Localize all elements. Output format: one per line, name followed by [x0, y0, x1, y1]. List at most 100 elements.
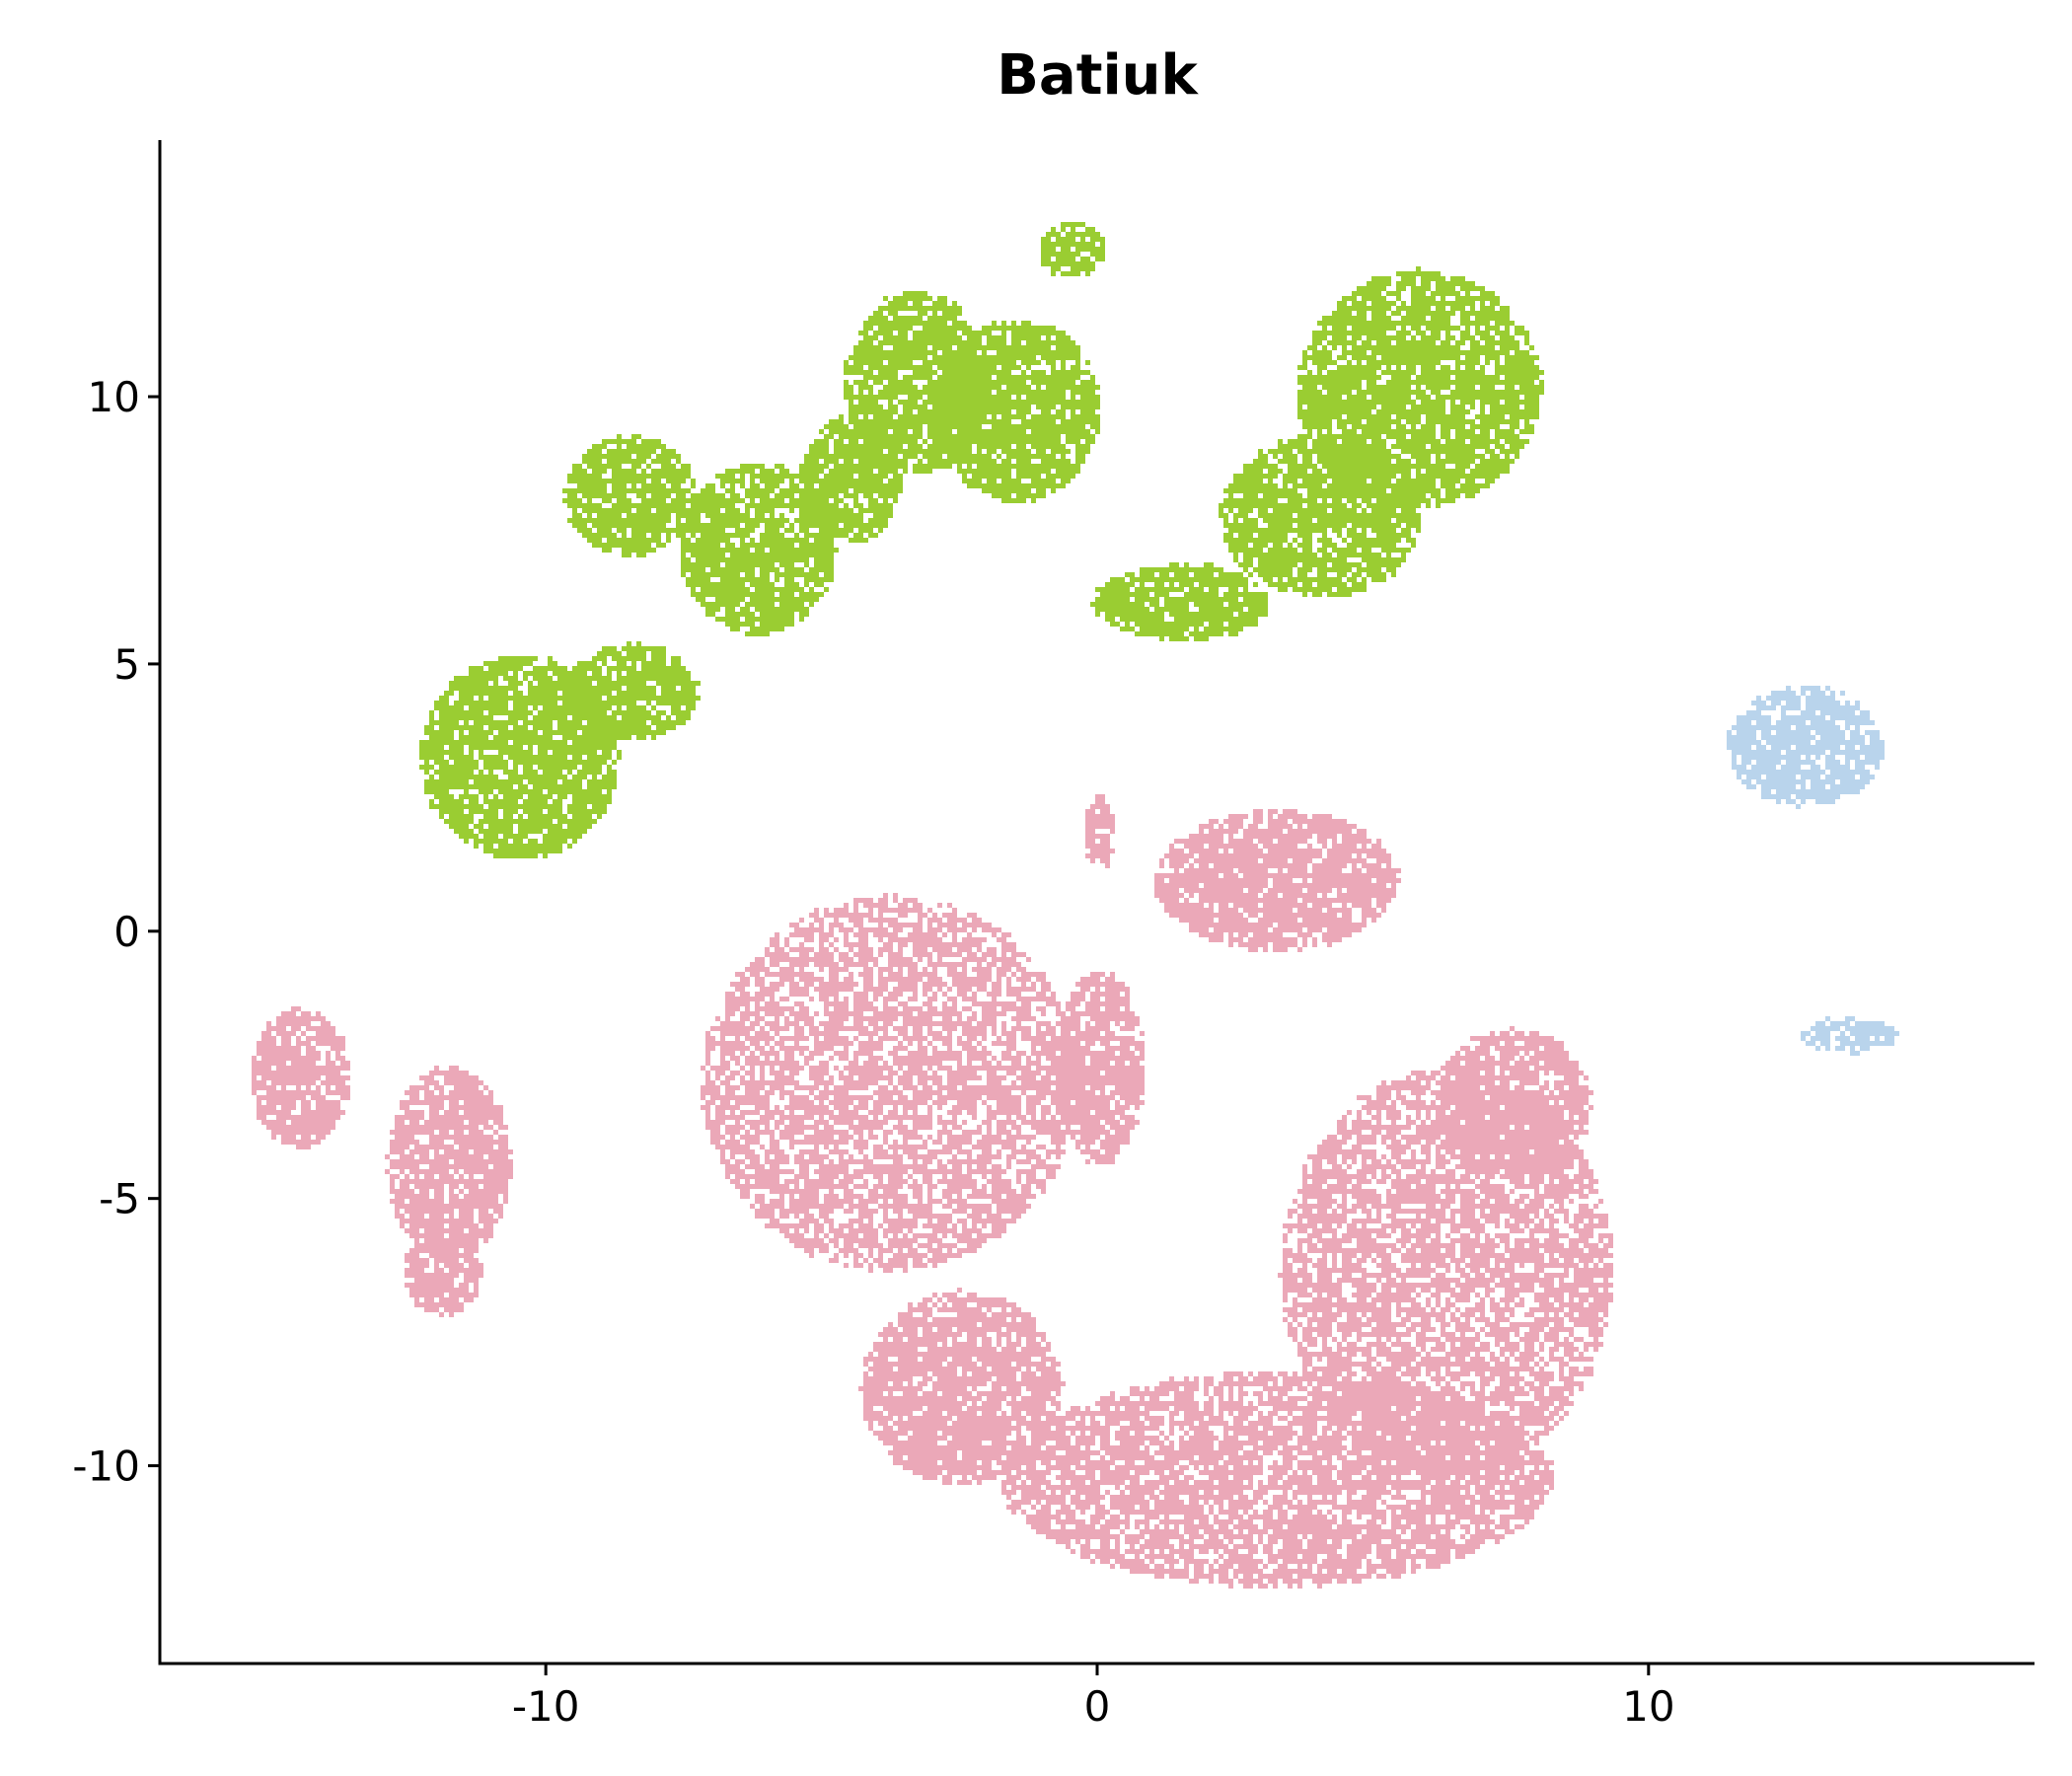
- scatter-point: [562, 819, 567, 824]
- scatter-point: [503, 725, 508, 730]
- scatter-point: [587, 789, 592, 794]
- scatter-point: [538, 696, 543, 701]
- scatter-point: [444, 804, 449, 809]
- scatter-point: [444, 740, 449, 745]
- scatter-point: [434, 705, 439, 710]
- scatter-point: [503, 824, 508, 829]
- scatter-point: [533, 804, 538, 809]
- scatter-point: [548, 740, 553, 745]
- scatter-point: [429, 789, 434, 794]
- scatter-point: [488, 661, 493, 666]
- scatter-point: [493, 725, 498, 730]
- scatter-point: [479, 789, 483, 794]
- scatter-point: [602, 745, 607, 750]
- scatter-point: [498, 661, 503, 666]
- scatter-point: [459, 809, 464, 814]
- scatter-point: [557, 849, 562, 853]
- scatter-point: [562, 834, 567, 839]
- scatter-point: [513, 804, 518, 809]
- scatter-point: [459, 730, 464, 735]
- scatter-point: [562, 720, 567, 725]
- scatter-point: [439, 770, 444, 775]
- scatter-point: [562, 784, 567, 789]
- scatter-point: [567, 691, 572, 696]
- scatter-point: [548, 701, 553, 705]
- scatter-point: [488, 710, 493, 715]
- scatter-point: [587, 740, 592, 745]
- scatter-point: [483, 765, 488, 770]
- scatter-point: [592, 794, 597, 799]
- scatter-point: [592, 784, 597, 789]
- scatter-point: [479, 824, 483, 829]
- scatter-point: [538, 666, 543, 671]
- scatter-point: [444, 770, 449, 775]
- scatter-point: [493, 740, 498, 745]
- scatter-point: [454, 775, 459, 779]
- scatter-point: [597, 799, 602, 804]
- scatter-point: [553, 740, 557, 745]
- scatter-point: [469, 730, 474, 735]
- scatter-point: [424, 725, 429, 730]
- scatter-point: [434, 745, 439, 750]
- scatter-point: [562, 666, 567, 671]
- scatter-point: [553, 691, 557, 696]
- scatter-point: [434, 794, 439, 799]
- scatter-point: [577, 814, 582, 819]
- scatter-point: [562, 745, 567, 750]
- scatter-point: [464, 720, 469, 725]
- scatter-point: [577, 696, 582, 701]
- scatter-point: [429, 784, 434, 789]
- scatter-point: [508, 804, 513, 809]
- scatter-point: [538, 809, 543, 814]
- scatter-point: [513, 755, 518, 760]
- scatter-point: [518, 839, 523, 844]
- scatter-point: [597, 814, 602, 819]
- chart-title: Batiuk: [997, 43, 1199, 108]
- scatter-point: [607, 770, 612, 775]
- scatter-point: [533, 656, 538, 661]
- scatter-point: [503, 730, 508, 735]
- scatter-point: [528, 730, 533, 735]
- scatter-point: [567, 770, 572, 775]
- scatter-point: [459, 750, 464, 755]
- scatter-point: [459, 740, 464, 745]
- scatter-point: [557, 844, 562, 849]
- scatter-point: [474, 784, 479, 789]
- scatter-point: [602, 775, 607, 779]
- scatter-point: [498, 804, 503, 809]
- scatter-point: [474, 775, 479, 779]
- scatter-point: [582, 740, 587, 745]
- scatter-point: [488, 730, 493, 735]
- scatter-point: [483, 701, 488, 705]
- scatter-point: [587, 770, 592, 775]
- scatter-point: [548, 720, 553, 725]
- scatter-point: [479, 705, 483, 710]
- scatter-point: [528, 829, 533, 834]
- scatter-point: [479, 686, 483, 691]
- scatter-point: [483, 799, 488, 804]
- scatter-point: [577, 804, 582, 809]
- scatter-point: [479, 666, 483, 671]
- scatter-point: [488, 725, 493, 730]
- scatter-point: [528, 844, 533, 849]
- scatter-point: [449, 715, 454, 720]
- scatter-point: [513, 789, 518, 794]
- scatter-point: [513, 794, 518, 799]
- scatter-point: [479, 750, 483, 755]
- scatter-point: [528, 701, 533, 705]
- scatter-point: [557, 794, 562, 799]
- scatter-point: [469, 701, 474, 705]
- scatter-point: [577, 775, 582, 779]
- scatter-point: [459, 725, 464, 730]
- scatter-point: [434, 740, 439, 745]
- scatter-point: [469, 705, 474, 710]
- scatter-point: [518, 849, 523, 853]
- scatter-point: [518, 696, 523, 701]
- scatter-point: [528, 745, 533, 750]
- scatter-point: [523, 656, 528, 661]
- scatter-point: [498, 735, 503, 740]
- scatter-point: [562, 794, 567, 799]
- scatter-point: [582, 760, 587, 765]
- scatter-point: [429, 735, 434, 740]
- scatter-point: [553, 760, 557, 765]
